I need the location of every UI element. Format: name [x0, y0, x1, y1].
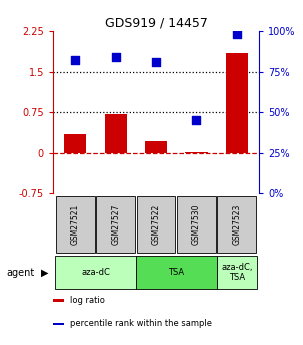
Text: percentile rank within the sample: percentile rank within the sample	[69, 319, 211, 328]
Bar	[185, 151, 208, 152]
Text: ▶: ▶	[41, 268, 48, 277]
Text: TSA: TSA	[168, 268, 184, 277]
Point	[154, 59, 158, 65]
Bar	[55, 256, 136, 289]
Point	[113, 54, 118, 60]
Bar	[53, 299, 64, 302]
Bar	[226, 53, 248, 152]
Bar	[136, 256, 217, 289]
Bar	[137, 196, 175, 253]
Text: GSM27530: GSM27530	[192, 204, 201, 245]
Bar	[217, 256, 257, 289]
Text: aza-dC: aza-dC	[81, 268, 110, 277]
Text: agent: agent	[6, 268, 34, 277]
Text: log ratio: log ratio	[69, 296, 104, 305]
Title: GDS919 / 14457: GDS919 / 14457	[105, 17, 208, 30]
Point	[73, 58, 78, 63]
Bar	[177, 196, 216, 253]
Bar	[96, 196, 135, 253]
Bar	[145, 141, 167, 152]
Bar	[64, 134, 86, 152]
Text: aza-dC,
TSA: aza-dC, TSA	[221, 263, 253, 282]
Bar	[56, 196, 95, 253]
Bar	[53, 323, 64, 325]
Point	[194, 117, 199, 123]
Text: GSM27521: GSM27521	[71, 204, 80, 245]
Bar	[105, 114, 127, 152]
Text: GSM27527: GSM27527	[111, 204, 120, 245]
Text: GSM27523: GSM27523	[232, 204, 241, 245]
Bar	[218, 196, 256, 253]
Point	[235, 31, 239, 37]
Text: GSM27522: GSM27522	[152, 204, 161, 245]
